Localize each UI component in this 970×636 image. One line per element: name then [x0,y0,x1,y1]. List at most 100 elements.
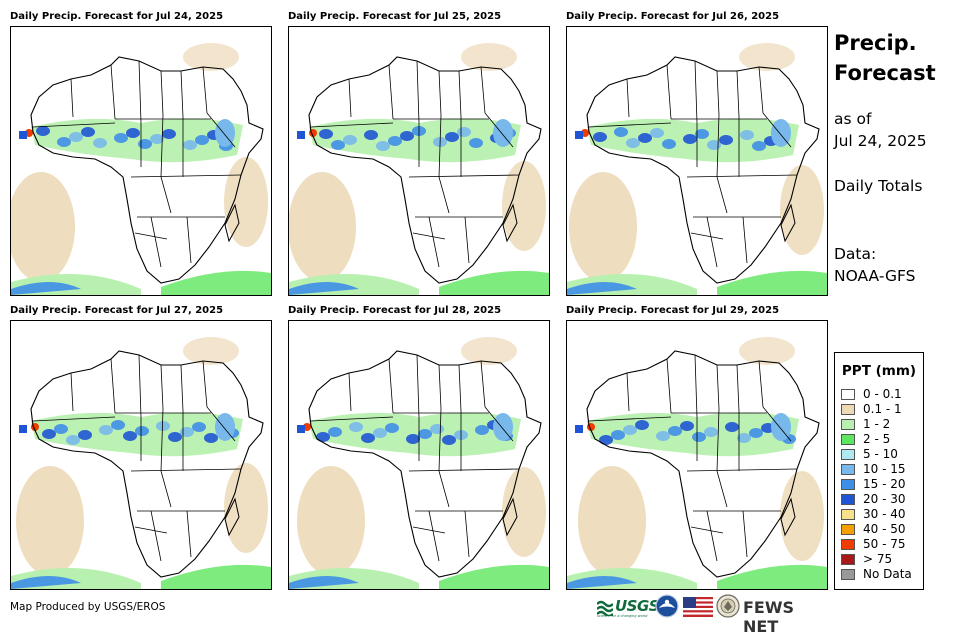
rain-cell [719,135,733,145]
rain-cell [54,424,68,434]
legend-swatch [841,389,855,400]
rain-cell [493,119,513,147]
rain-cell [388,136,402,146]
legend-swatch [841,479,855,490]
panel-title: Daily Precip. Forecast for Jul 25, 2025 [288,11,502,22]
map-panel: Daily Precip. Forecast for Jul 27, 2025 [10,304,272,594]
rain-cell [771,413,791,441]
country-borders [310,60,520,268]
rain-cell [328,427,342,437]
dry-patch [461,43,517,71]
map-panel: Daily Precip. Forecast for Jul 28, 2025 [288,304,550,594]
rain-cell [493,413,513,441]
africa-precip-map [567,337,827,589]
rain-cell [737,433,751,443]
us-flag-logo [683,594,713,620]
daily-totals-label: Daily Totals [834,177,923,195]
dry-patch [16,466,84,576]
legend-label: 20 - 30 [863,492,906,506]
legend-label: 2 - 5 [863,432,891,446]
legend-label: 30 - 40 [863,507,906,521]
rain-band-south [717,564,827,589]
fews-net-text: FEWS NET [743,598,795,636]
rain-cell [99,425,113,435]
map-frame [10,26,272,296]
rain-cell [297,131,305,139]
data-source-value: NOAA-GFS [834,267,916,285]
rain-cell [156,421,170,431]
map-frame [288,320,550,590]
dry-patch [578,466,646,576]
country-borders [588,60,798,268]
rain-cell [204,433,218,443]
legend-swatch [841,524,855,535]
rain-cell [57,137,71,147]
state-department-seal-icon [716,594,740,618]
dry-patch [224,157,268,247]
coastline [586,350,820,578]
rain-cell [319,129,333,139]
panel-title: Daily Precip. Forecast for Jul 28, 2025 [288,305,502,316]
rain-cell [752,141,766,151]
rain-cell [215,119,235,147]
rain-cell [626,138,640,148]
as-of-label: as of [834,110,872,128]
legend-swatch [841,419,855,430]
rain-cell [385,423,399,433]
rain-cell [400,131,414,141]
rain-cell [19,425,27,433]
data-source-label: Data: [834,245,877,263]
coastline [30,56,264,284]
rain-cell [442,435,456,445]
rain-cell [725,422,739,432]
rain-cell [93,138,107,148]
rain-cell [695,129,709,139]
legend-label: 5 - 10 [863,447,898,461]
rain-cell [192,422,206,432]
map-panel: Daily Precip. Forecast for Jul 25, 2025 [288,10,550,300]
dry-patch [739,43,795,71]
data-source-block: Data: NOAA-GFS [834,243,915,287]
rain-cell [650,128,664,138]
rain-cell [749,428,763,438]
panel-title: Daily Precip. Forecast for Jul 27, 2025 [10,305,224,316]
rain-cell [575,425,583,433]
legend-label: 50 - 75 [863,537,906,551]
legend-label: 15 - 20 [863,477,906,491]
rain-band-south [161,564,271,589]
rain-cell [215,413,235,441]
dry-patch [183,337,239,365]
rain-cell [180,427,194,437]
rain-cell [331,140,345,150]
legend-swatch [841,494,855,505]
map-panel: Daily Precip. Forecast for Jul 29, 2025 [566,304,828,594]
rain-cell [373,428,387,438]
legend-label: 0.1 - 1 [863,402,902,416]
coastline [586,56,820,284]
country-borders [32,60,242,268]
rain-cell [168,432,182,442]
rain-cell [406,434,420,444]
rain-cell [195,135,209,145]
map-frame [10,320,272,590]
country-borders [588,354,798,562]
rain-band-south [567,282,637,295]
map-frame [566,320,828,590]
dry-patch [224,463,268,553]
rain-cell [611,430,625,440]
dry-patch [502,467,546,557]
forecast-title-line2: Forecast [834,61,936,85]
rain-cell [343,135,357,145]
madagascar-outline [502,497,518,537]
rain-cell [19,131,27,139]
rain-cell [78,430,92,440]
africa-precip-map [289,43,549,295]
dry-patch [780,471,824,561]
dry-patch [289,172,356,282]
legend-swatch [841,554,855,565]
madagascar-outline [780,497,796,537]
rain-cell [707,140,721,150]
rain-cell [69,132,83,142]
legend-label: 10 - 15 [863,462,906,476]
rain-cell [418,429,432,439]
